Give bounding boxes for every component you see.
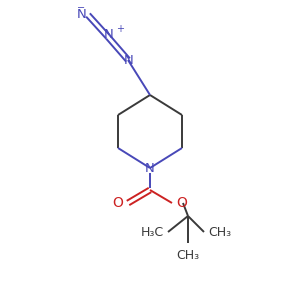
Text: N: N xyxy=(77,8,87,22)
Text: O: O xyxy=(176,196,187,210)
Text: O: O xyxy=(112,196,123,210)
Text: −: − xyxy=(77,3,85,13)
Text: N: N xyxy=(104,28,114,41)
Text: N: N xyxy=(124,53,134,67)
Text: N: N xyxy=(145,161,155,175)
Text: H₃C: H₃C xyxy=(141,226,164,238)
Text: CH₃: CH₃ xyxy=(208,226,231,238)
Text: +: + xyxy=(116,24,124,34)
Text: CH₃: CH₃ xyxy=(176,249,200,262)
